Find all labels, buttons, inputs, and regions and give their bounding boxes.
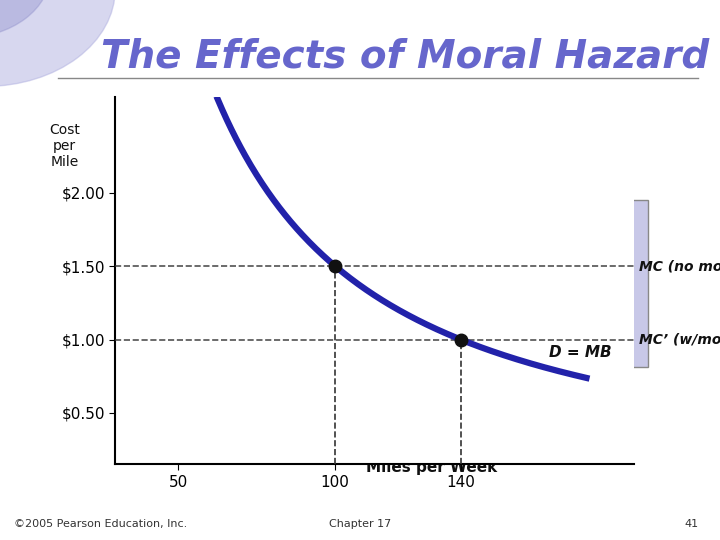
Text: 41: 41 [684,519,698,529]
Text: With  moral hazard
insurance companies cannot
measure mileage.  MC goes to$1.00 : With moral hazard insurance companies ca… [356,247,595,320]
Text: Miles per Week: Miles per Week [366,460,498,475]
FancyBboxPatch shape [302,200,648,367]
Text: ©2005 Pearson Education, Inc.: ©2005 Pearson Education, Inc. [14,519,188,529]
Text: Cost
per
Mile: Cost per Mile [50,123,80,169]
Circle shape [0,0,50,38]
Text: MC (no moral hazard): MC (no moral hazard) [639,259,720,273]
Text: The Effects of Moral Hazard: The Effects of Moral Hazard [101,38,709,76]
Circle shape [0,0,115,86]
Text: D = MB: D = MB [549,345,611,360]
Text: MC’ (w/moral hazard): MC’ (w/moral hazard) [639,333,720,347]
Text: Chapter 17: Chapter 17 [329,519,391,529]
